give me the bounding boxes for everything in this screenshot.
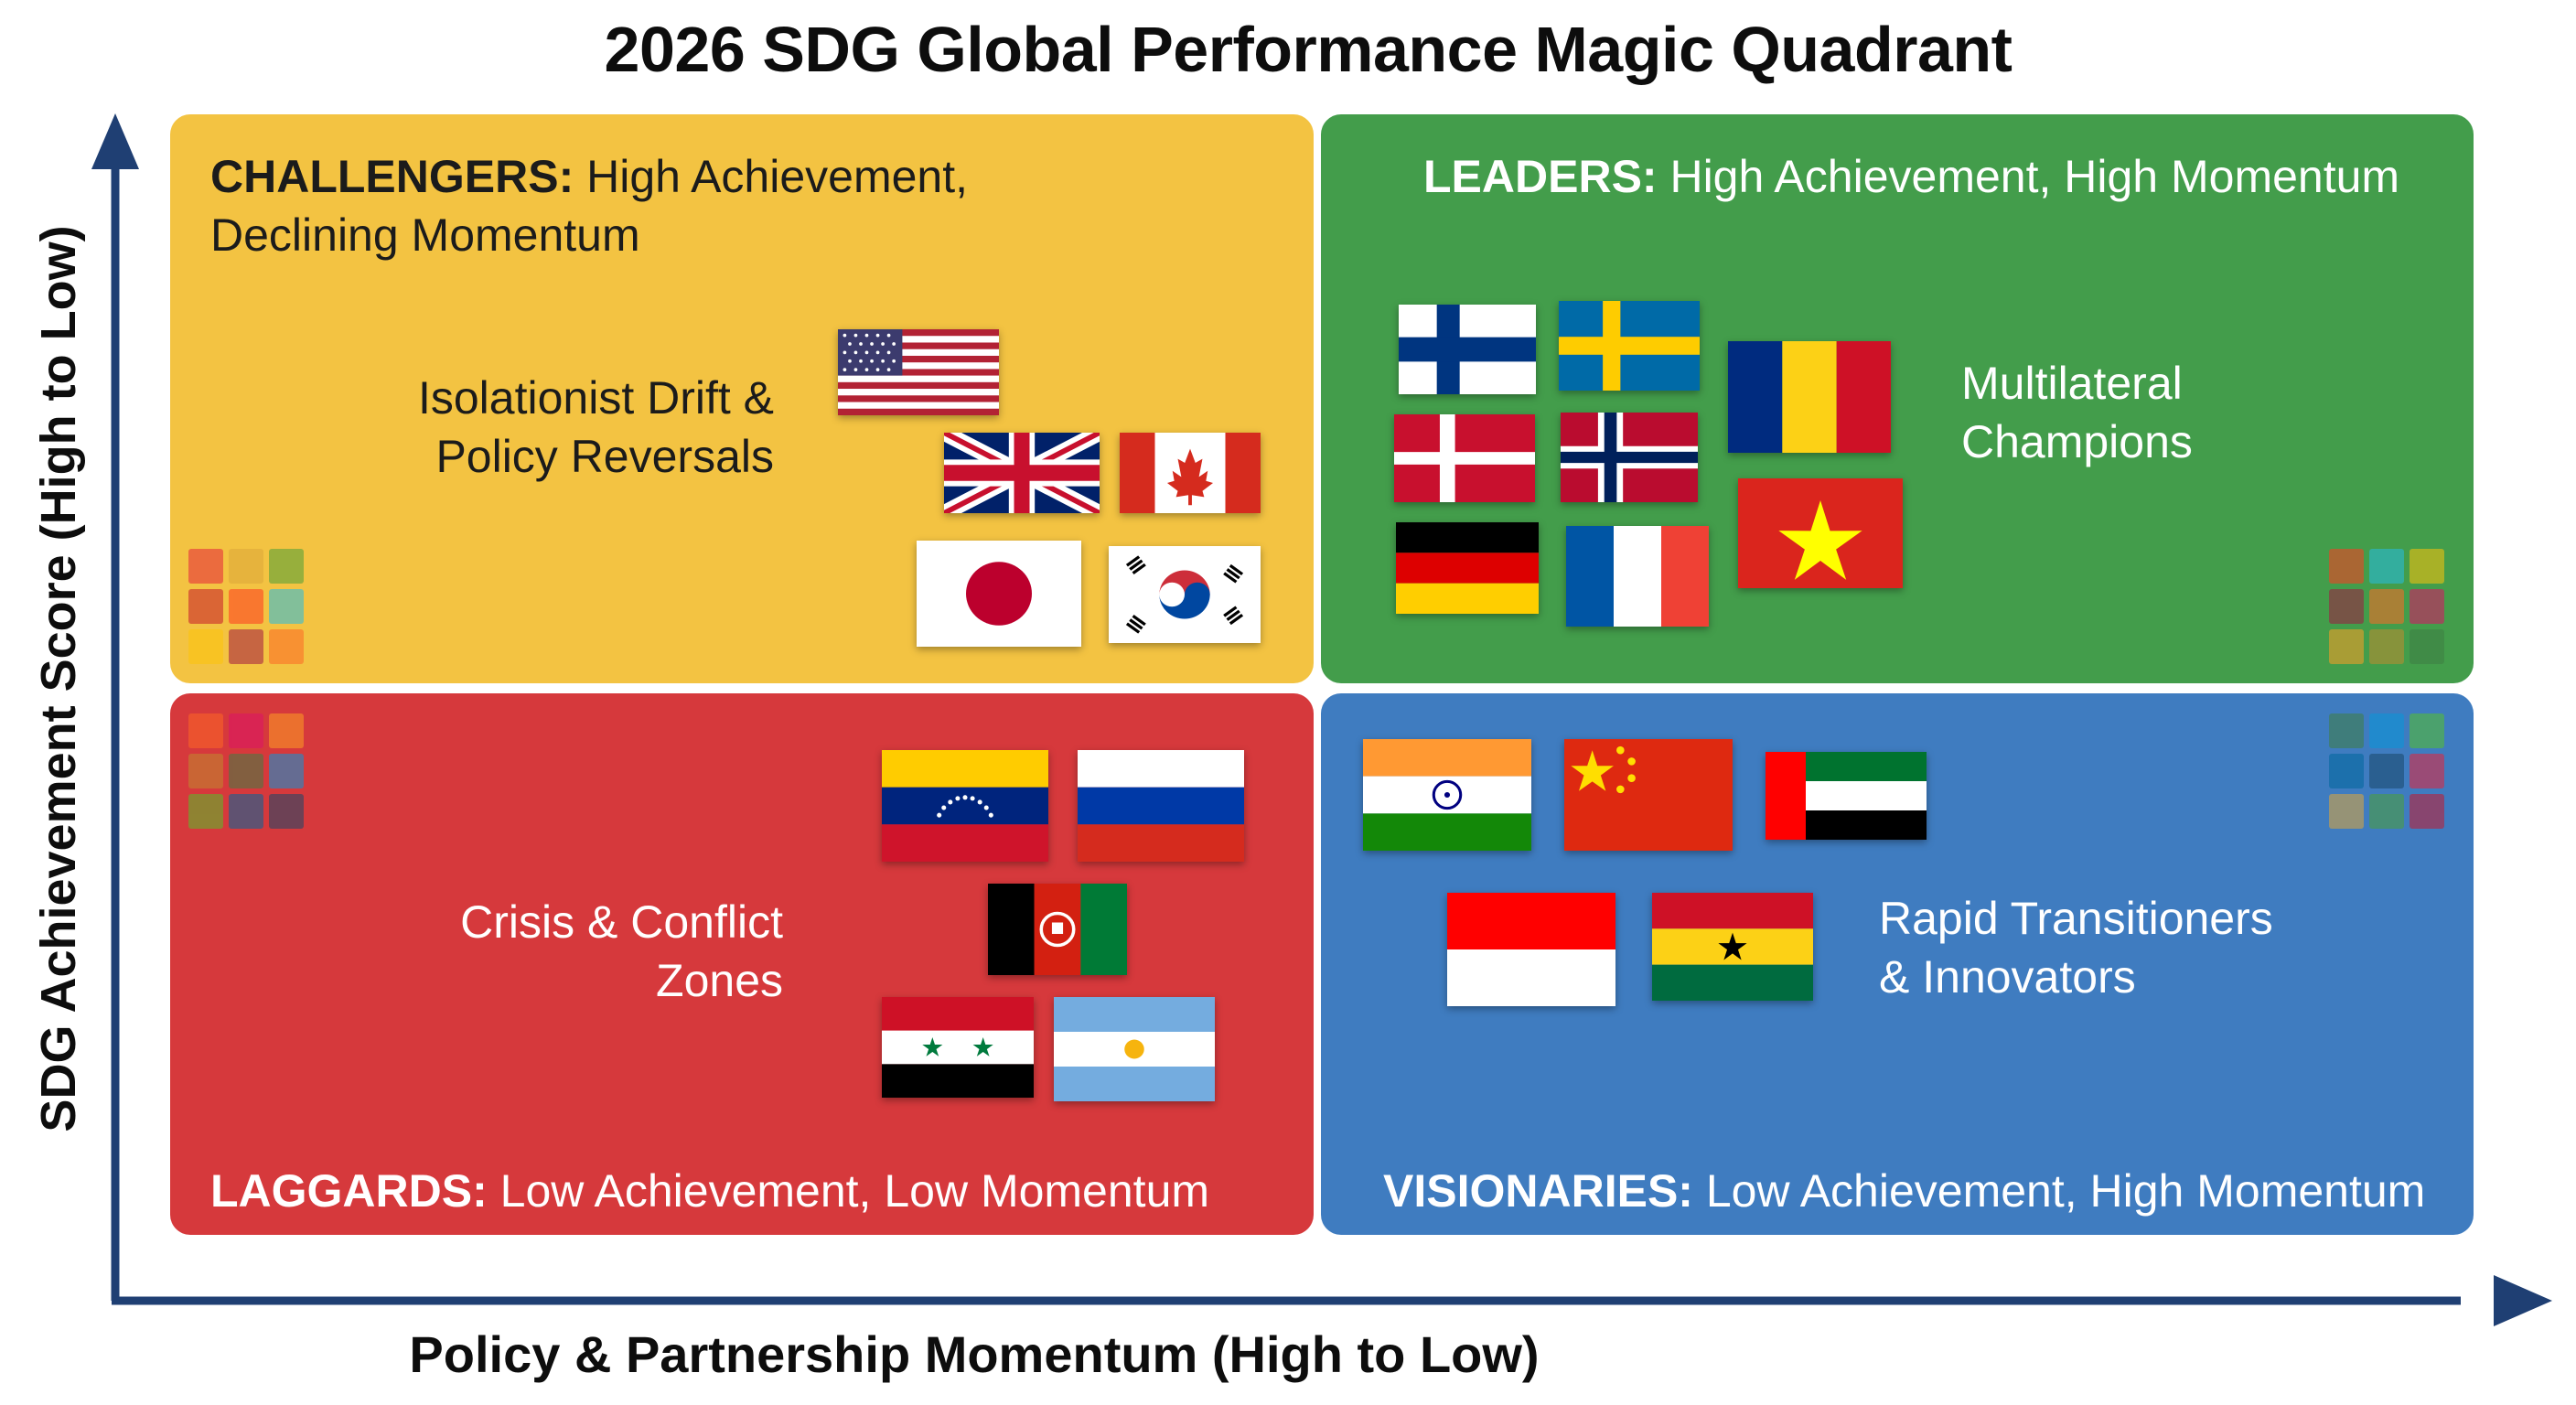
sdg-icons <box>188 549 304 664</box>
flag-germany <box>1396 522 1539 614</box>
flag-vietnam <box>1738 478 1903 588</box>
flag-norway <box>1561 413 1698 502</box>
quadrant-description: High Achievement, High Momentum <box>1657 151 2400 202</box>
sdg-tile-icon <box>2329 629 2364 664</box>
sdg-tile-icon <box>2410 629 2444 664</box>
flag-indonesia <box>1447 893 1615 1006</box>
group-label-line: Policy Reversals <box>435 431 774 482</box>
quadrant-visionaries: VISIONARIES: Low Achievement, High Momen… <box>1321 693 2474 1235</box>
flag-ghana <box>1652 893 1813 1001</box>
group-label-line: Multilateral <box>1961 358 2183 409</box>
sdg-tile-icon <box>188 713 223 748</box>
flag-united-states <box>838 329 999 415</box>
quadrant-heading: LAGGARDS: Low Achievement, Low Momentum <box>210 1162 1209 1220</box>
sdg-tile-icon <box>229 754 263 788</box>
flag-finland <box>1399 305 1536 394</box>
sdg-tile-icon <box>229 794 263 829</box>
group-label-line: & Innovators <box>1879 951 2136 1003</box>
group-label: Multilateral Champions <box>1961 354 2193 471</box>
sdg-icons <box>188 713 304 829</box>
quadrant-heading: CHALLENGERS: High Achievement, Declining… <box>210 147 968 264</box>
flag-denmark <box>1394 414 1535 502</box>
quadrant-heading: VISIONARIES: Low Achievement, High Momen… <box>1383 1162 2425 1220</box>
sdg-tile-icon <box>269 754 304 788</box>
quadrant-name: LEADERS: <box>1423 151 1658 202</box>
flag-japan <box>917 541 1081 647</box>
quadrant-name: CHALLENGERS: <box>210 151 574 202</box>
sdg-tile-icon <box>2410 549 2444 584</box>
group-label-line: Isolationist Drift & <box>417 372 774 424</box>
sdg-tile-icon <box>2329 549 2364 584</box>
flag-venezuela <box>882 750 1048 862</box>
sdg-tile-icon <box>188 629 223 664</box>
flag-canada <box>1120 433 1261 513</box>
quadrant-challengers: CHALLENGERS: High Achievement, Declining… <box>170 114 1314 683</box>
group-label: Isolationist Drift & Policy Reversals <box>418 369 774 486</box>
flag-argentina <box>1054 997 1215 1101</box>
flag-china <box>1564 739 1733 851</box>
flag-france <box>1566 526 1709 627</box>
group-label-line: Zones <box>656 955 783 1006</box>
quadrant-name: VISIONARIES: <box>1383 1165 1693 1217</box>
group-label-line: Crisis & Conflict <box>460 896 783 948</box>
flag-romania <box>1728 341 1891 453</box>
sdg-tile-icon <box>188 754 223 788</box>
quadrant-laggards: LAGGARDS: Low Achievement, Low Momentum … <box>170 693 1314 1235</box>
sdg-tile-icon <box>229 589 263 624</box>
sdg-tile-icon <box>2410 713 2444 748</box>
sdg-tile-icon <box>188 549 223 584</box>
group-label: Crisis & Conflict Zones <box>460 893 783 1010</box>
sdg-tile-icon <box>229 549 263 584</box>
quadrant-heading: LEADERS: High Achievement, High Momentum <box>1423 147 2399 206</box>
y-axis-label: SDG Achievement Score (High to Low) <box>31 225 86 1132</box>
chart-title: 2026 SDG Global Performance Magic Quadra… <box>604 14 2012 85</box>
y-axis-arrow <box>91 113 139 169</box>
sdg-tile-icon <box>269 794 304 829</box>
group-label: Rapid Transitioners & Innovators <box>1879 889 2273 1006</box>
flag-sweden <box>1559 301 1700 391</box>
sdg-tile-icon <box>2369 713 2404 748</box>
flag-syria <box>882 997 1034 1098</box>
flag-afghanistan <box>988 884 1127 975</box>
sdg-icons <box>2329 713 2444 829</box>
sdg-tile-icon <box>2329 794 2364 829</box>
sdg-tile-icon <box>2410 794 2444 829</box>
sdg-tile-icon <box>2369 794 2404 829</box>
sdg-tile-icon <box>269 589 304 624</box>
quadrant-description-cont: Declining Momentum <box>210 209 640 261</box>
quadrant-description: Low Achievement, High Momentum <box>1692 1165 2426 1217</box>
sdg-tile-icon <box>2410 589 2444 624</box>
quadrant-name: LAGGARDS: <box>210 1165 488 1217</box>
sdg-tile-icon <box>229 713 263 748</box>
group-label-line: Rapid Transitioners <box>1879 893 2273 944</box>
x-axis-arrow <box>2494 1275 2552 1326</box>
sdg-tile-icon <box>2410 754 2444 788</box>
flag-united-arab-emirates <box>1766 752 1927 840</box>
sdg-tile-icon <box>2369 589 2404 624</box>
flag-russia <box>1078 750 1244 862</box>
quadrant-leaders: LEADERS: High Achievement, High Momentum… <box>1321 114 2474 683</box>
sdg-tile-icon <box>188 589 223 624</box>
sdg-tile-icon <box>188 794 223 829</box>
sdg-tile-icon <box>2369 549 2404 584</box>
sdg-tile-icon <box>269 629 304 664</box>
quadrant-description: Low Achievement, Low Momentum <box>487 1165 1210 1217</box>
quadrant-description: High Achievement, <box>574 151 969 202</box>
sdg-icons <box>2329 549 2444 664</box>
sdg-tile-icon <box>269 549 304 584</box>
group-label-line: Champions <box>1961 416 2193 467</box>
x-axis-label: Policy & Partnership Momentum (High to L… <box>409 1325 1540 1383</box>
flag-united-kingdom <box>944 433 1100 513</box>
sdg-tile-icon <box>2329 713 2364 748</box>
sdg-tile-icon <box>2369 754 2404 788</box>
sdg-tile-icon <box>229 629 263 664</box>
sdg-tile-icon <box>2329 589 2364 624</box>
sdg-tile-icon <box>2329 754 2364 788</box>
sdg-tile-icon <box>2369 629 2404 664</box>
flag-south-korea <box>1109 546 1261 643</box>
sdg-tile-icon <box>269 713 304 748</box>
flag-india <box>1363 739 1531 851</box>
